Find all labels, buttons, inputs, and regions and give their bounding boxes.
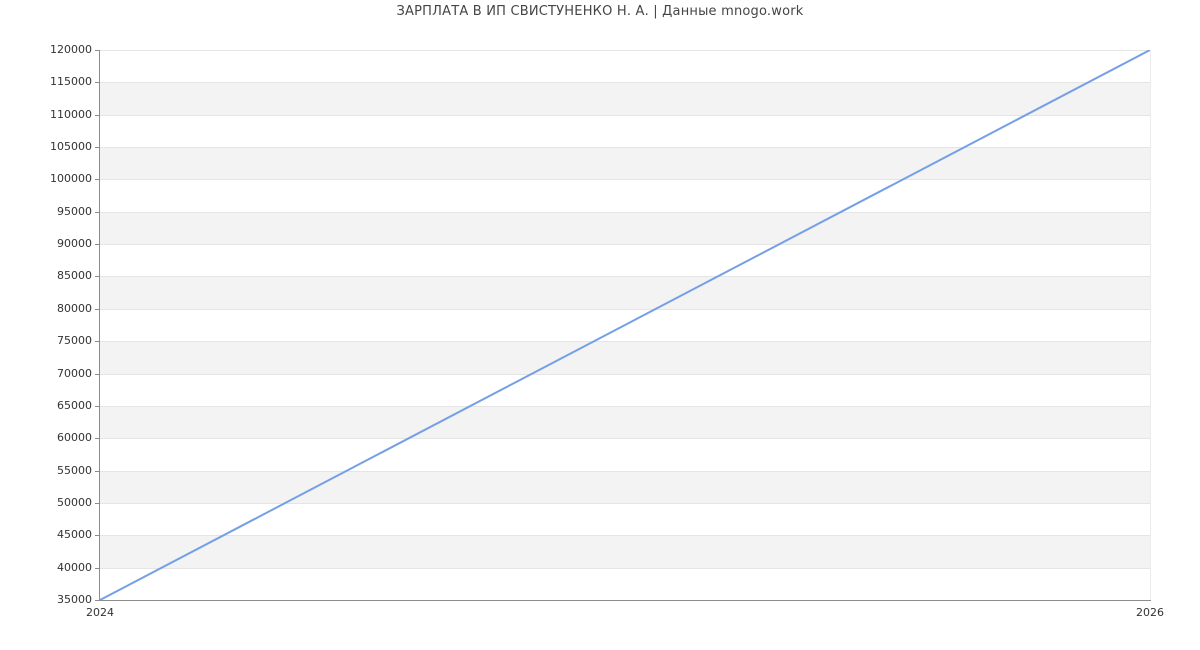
gridline — [100, 50, 1150, 51]
y-tick-label: 115000 — [50, 75, 92, 89]
y-tick-label: 95000 — [57, 204, 92, 218]
gridline — [100, 503, 1150, 504]
salary-line-series — [100, 50, 1150, 600]
gridline — [100, 82, 1150, 83]
y-tick-mark — [95, 244, 100, 245]
gridline — [100, 309, 1150, 310]
y-tick-mark — [95, 471, 100, 472]
gridline — [100, 179, 1150, 180]
y-tick-label: 45000 — [57, 528, 92, 542]
gridline — [100, 406, 1150, 407]
y-tick-mark — [95, 115, 100, 116]
gridline — [100, 471, 1150, 472]
y-tick-mark — [95, 341, 100, 342]
y-tick-mark — [95, 600, 100, 601]
stripe-band — [100, 341, 1150, 374]
gridline — [100, 244, 1150, 245]
y-tick-label: 90000 — [57, 237, 92, 251]
y-tick-label: 75000 — [57, 334, 92, 348]
y-tick-mark — [95, 438, 100, 439]
y-tick-label: 60000 — [57, 431, 92, 445]
y-tick-mark — [95, 309, 100, 310]
y-axis-line — [99, 50, 100, 601]
y-tick-mark — [95, 82, 100, 83]
gridline — [100, 535, 1150, 536]
y-tick-mark — [95, 50, 100, 51]
y-tick-mark — [95, 503, 100, 504]
y-tick-label: 80000 — [57, 301, 92, 315]
stripe-band — [100, 535, 1150, 568]
stripe-band — [100, 470, 1150, 503]
y-tick-label: 120000 — [50, 43, 92, 56]
gridline — [100, 374, 1150, 375]
stripe-band — [100, 211, 1150, 245]
x-tick-label: 2024 — [86, 606, 114, 619]
y-tick-mark — [95, 406, 100, 407]
gridline — [100, 438, 1150, 439]
x-tick-label: 2026 — [1136, 606, 1164, 619]
chart-title: ЗАРПЛАТА В ИП СВИСТУНЕНКО Н. А. | Данные… — [396, 4, 804, 19]
stripe-band — [100, 276, 1150, 309]
y-tick-mark — [95, 147, 100, 148]
y-tick-label: 85000 — [57, 269, 92, 283]
y-tick-mark — [95, 212, 100, 213]
gridline — [100, 341, 1150, 342]
y-tick-mark — [95, 276, 100, 277]
y-tick-label: 35000 — [57, 593, 92, 606]
stripe-band — [100, 82, 1150, 115]
gridline — [100, 212, 1150, 213]
stripe-band — [100, 147, 1150, 180]
y-tick-label: 65000 — [57, 398, 92, 412]
gridline — [100, 115, 1150, 116]
y-tick-mark — [95, 374, 100, 375]
y-tick-mark — [95, 568, 100, 569]
y-tick-label: 40000 — [57, 560, 92, 574]
y-tick-mark — [95, 179, 100, 180]
y-tick-label: 55000 — [57, 463, 92, 477]
y-tick-label: 110000 — [50, 107, 92, 121]
gridline — [100, 568, 1150, 569]
x-axis-line — [99, 600, 1151, 601]
y-tick-label: 70000 — [57, 366, 92, 380]
y-tick-mark — [95, 535, 100, 536]
y-tick-label: 100000 — [50, 172, 92, 186]
gridline — [100, 147, 1150, 148]
plot-area — [100, 50, 1151, 600]
salary-line — [100, 50, 1150, 600]
stripe-band — [100, 405, 1150, 439]
y-tick-label: 50000 — [57, 495, 92, 509]
gridline — [100, 276, 1150, 277]
y-tick-label: 105000 — [50, 140, 92, 154]
